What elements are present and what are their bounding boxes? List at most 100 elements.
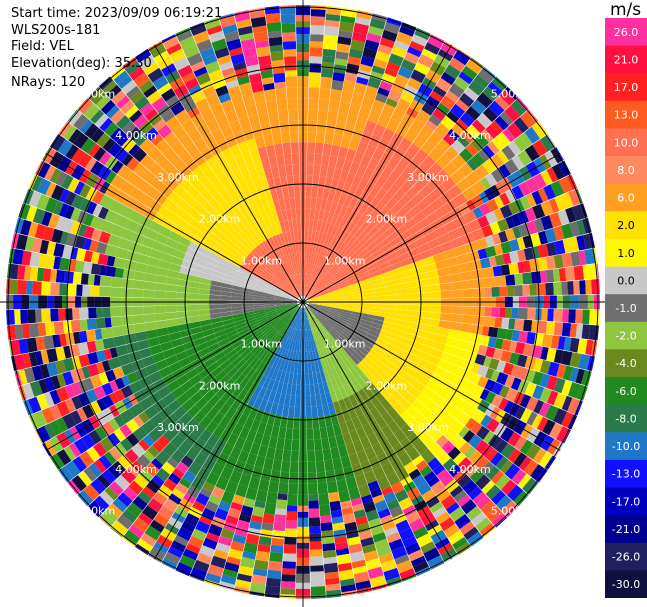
ray-gate xyxy=(158,366,172,379)
ray-gate xyxy=(340,15,356,24)
ray-gate xyxy=(218,535,233,547)
ray-gate xyxy=(390,389,403,402)
range-label: 5.00km xyxy=(74,505,116,518)
ray-gate xyxy=(145,228,159,241)
ray-gate xyxy=(584,248,596,265)
ray-gate xyxy=(251,466,263,479)
ray-gate xyxy=(361,95,375,110)
ray-gate xyxy=(359,322,371,330)
ray-gate xyxy=(445,479,460,493)
ray-gate xyxy=(55,417,69,433)
ray-gate xyxy=(300,329,303,341)
ray-gate xyxy=(179,36,196,51)
ray-gate xyxy=(334,324,345,333)
ray-gate xyxy=(358,203,369,216)
ray-gate xyxy=(73,438,89,455)
ray-gate xyxy=(144,273,157,283)
ray-gate xyxy=(451,289,463,298)
ray-gate xyxy=(121,287,133,298)
ray-gate xyxy=(470,99,487,115)
ray-gate xyxy=(306,340,310,352)
ray-gate xyxy=(245,103,258,117)
ray-gate xyxy=(286,300,297,302)
colorbar-segment xyxy=(605,487,647,516)
ray-gate xyxy=(189,199,203,213)
ray-gate xyxy=(306,306,315,315)
ray-gate xyxy=(355,348,367,360)
ray-gate xyxy=(231,356,243,367)
ray-gate xyxy=(271,59,285,67)
ray-gate xyxy=(511,185,524,200)
ray-gate xyxy=(334,240,344,252)
ray-gate xyxy=(504,158,519,175)
ray-gate xyxy=(522,284,530,296)
ray-gate xyxy=(110,277,123,288)
ray-gate xyxy=(300,307,303,319)
ray-gate xyxy=(207,231,220,243)
ray-gate xyxy=(427,354,441,366)
ray-gate xyxy=(158,259,171,270)
ray-gate xyxy=(292,317,298,329)
ray-gate xyxy=(207,564,224,578)
ray-gate xyxy=(205,60,221,74)
ray-gate xyxy=(334,388,344,401)
ray-gate xyxy=(276,210,284,223)
ray-gate xyxy=(363,296,375,301)
ray-gate xyxy=(538,402,551,418)
ray-gate xyxy=(568,309,576,324)
ray-gate xyxy=(385,252,398,262)
ray-gate xyxy=(104,155,118,170)
ray-gate xyxy=(261,324,272,333)
ray-gate xyxy=(306,306,314,316)
ray-gate xyxy=(363,292,375,298)
ray-gate xyxy=(260,434,271,447)
ray-gate xyxy=(250,419,261,432)
ray-gate xyxy=(339,205,349,218)
ray-gate xyxy=(153,191,168,205)
ray-gate xyxy=(308,517,321,527)
ray-gate xyxy=(275,306,287,310)
ray-gate xyxy=(198,283,211,290)
ray-gate xyxy=(267,30,282,39)
ray-gate xyxy=(362,423,374,437)
ray-gate xyxy=(464,446,477,459)
ray-gate xyxy=(59,333,67,347)
ray-gate xyxy=(387,183,400,197)
ray-gate xyxy=(232,385,244,398)
ray-gate xyxy=(373,201,386,214)
ray-gate xyxy=(496,360,507,373)
ray-gate xyxy=(49,389,61,405)
ray-gate xyxy=(374,307,386,313)
ray-gate xyxy=(275,234,283,246)
ray-gate xyxy=(274,514,286,523)
ray-gate xyxy=(20,219,32,236)
ray-gate xyxy=(362,285,374,291)
ray-gate xyxy=(482,145,495,159)
ray-gate xyxy=(453,469,466,483)
ray-gate xyxy=(347,536,361,546)
ray-gate xyxy=(309,208,316,220)
azimuth-lines xyxy=(0,0,605,607)
ray-gate xyxy=(64,191,77,206)
ray-gate xyxy=(84,157,97,172)
ray-gate xyxy=(335,434,346,447)
ray-gate xyxy=(407,287,419,294)
ray-gate xyxy=(240,556,255,569)
ray-gate xyxy=(208,523,223,537)
ray-gate xyxy=(253,295,265,299)
ray-gate xyxy=(424,191,439,205)
ray-gate xyxy=(225,197,238,210)
ray-gate xyxy=(406,446,421,461)
ray-gate xyxy=(187,310,199,317)
ray-gate xyxy=(264,502,277,516)
ray-gate xyxy=(250,249,261,260)
ray-gate xyxy=(24,367,36,384)
ray-gate xyxy=(407,224,421,236)
ray-gate xyxy=(352,503,365,512)
ray-gate xyxy=(386,498,401,511)
ray-gate xyxy=(97,253,109,266)
ray-gate xyxy=(42,268,52,282)
ray-gate xyxy=(168,361,182,373)
ray-gate xyxy=(427,475,440,488)
ray-gate xyxy=(341,303,353,306)
